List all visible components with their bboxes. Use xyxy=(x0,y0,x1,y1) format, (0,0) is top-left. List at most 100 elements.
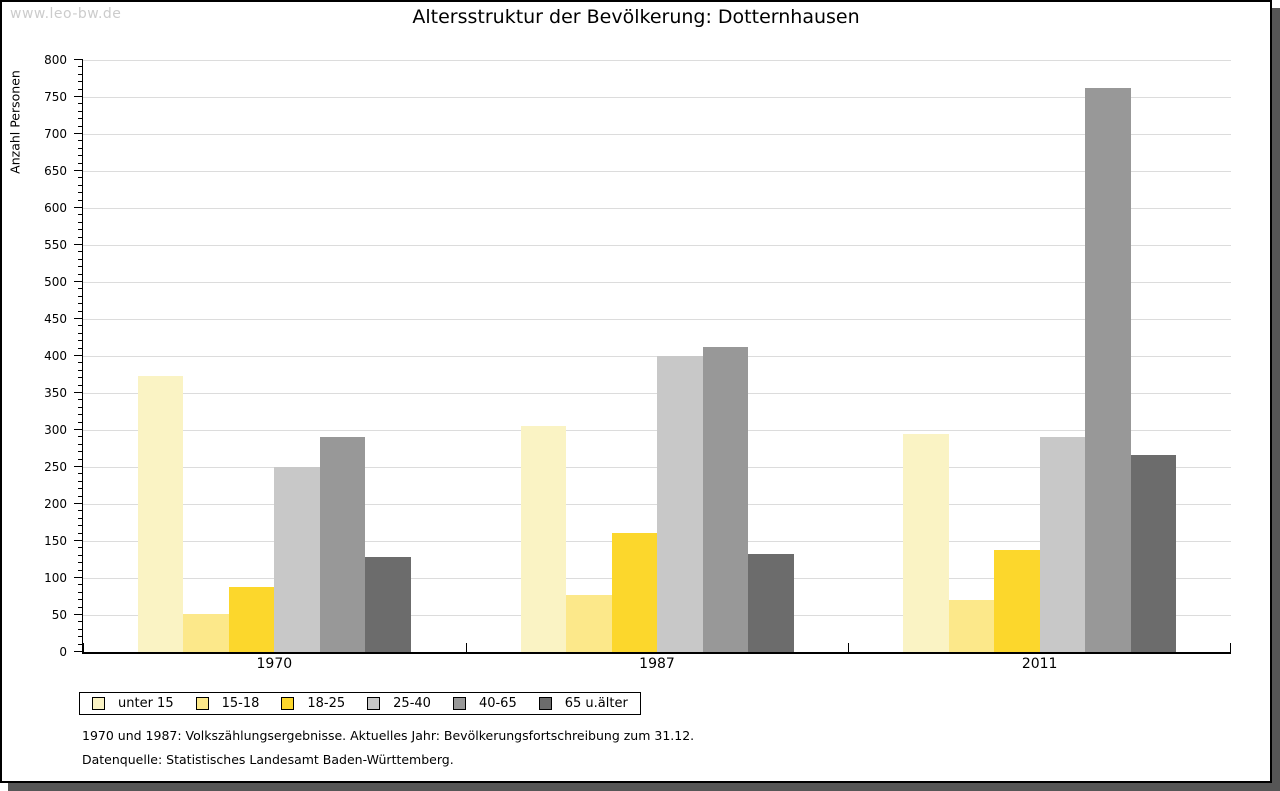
x-boundary-tick xyxy=(1230,643,1231,652)
bar-40-65-2011 xyxy=(1085,88,1131,652)
y-minor-tick xyxy=(78,591,83,593)
y-major-tick xyxy=(74,577,83,578)
legend-label: 18-25 xyxy=(307,696,346,711)
y-major-tick xyxy=(74,170,83,171)
legend-entry: 65 u.älter xyxy=(538,696,628,711)
y-major-tick xyxy=(74,355,83,356)
y-axis-title: Anzahl Personen xyxy=(7,70,23,174)
y-minor-tick xyxy=(78,414,83,416)
legend-entry: 18-25 xyxy=(281,696,345,711)
y-minor-tick xyxy=(78,177,83,179)
gridline-450 xyxy=(83,319,1231,320)
y-major-tick xyxy=(74,244,83,245)
y-minor-tick xyxy=(78,73,83,75)
y-tick-label: 150 xyxy=(44,533,67,548)
y-major-tick xyxy=(74,96,83,97)
y-minor-tick xyxy=(78,606,83,608)
y-minor-tick xyxy=(78,599,83,601)
y-minor-tick xyxy=(78,628,83,630)
y-minor-tick xyxy=(78,495,83,497)
y-minor-tick xyxy=(78,110,83,112)
gridline-500 xyxy=(83,282,1231,283)
legend-swatch xyxy=(281,697,295,710)
y-minor-tick xyxy=(78,199,83,201)
y-minor-tick xyxy=(78,66,83,68)
x-boundary-tick xyxy=(465,643,467,652)
legend-swatch xyxy=(92,697,105,710)
y-minor-tick xyxy=(78,147,83,149)
y-minor-tick xyxy=(78,488,83,490)
y-tick-label: 700 xyxy=(44,126,67,141)
y-major-tick xyxy=(74,133,83,134)
y-minor-tick xyxy=(78,162,83,164)
y-minor-tick xyxy=(78,118,83,120)
y-tick-label: 50 xyxy=(51,607,67,622)
bar-unter-15-1970 xyxy=(137,375,184,652)
y-minor-tick xyxy=(78,192,83,194)
y-minor-tick xyxy=(78,155,83,157)
chart-title: Altersstruktur der Bevölkerung: Dotternh… xyxy=(412,6,860,28)
y-minor-tick xyxy=(78,184,83,186)
bar-15-18-1970 xyxy=(183,614,229,652)
y-major-tick xyxy=(74,503,83,504)
y-minor-tick xyxy=(78,369,83,371)
gridline-600 xyxy=(83,208,1231,209)
legend-swatch xyxy=(195,697,209,710)
y-tick-label: 450 xyxy=(44,311,67,326)
y-minor-tick xyxy=(78,636,83,638)
y-minor-tick xyxy=(78,214,83,216)
y-minor-tick xyxy=(78,525,83,527)
y-minor-tick xyxy=(78,103,83,105)
y-minor-tick xyxy=(78,273,83,275)
y-minor-tick xyxy=(78,332,83,334)
y-minor-tick xyxy=(78,303,83,305)
y-minor-tick xyxy=(78,258,83,260)
y-tick-label: 500 xyxy=(44,274,67,289)
y-minor-tick xyxy=(78,384,83,386)
y-minor-tick xyxy=(78,347,83,349)
bar-18-25-1987 xyxy=(611,532,657,652)
watermark: www.leo-bw.de xyxy=(10,6,122,22)
bar-18-25-2011 xyxy=(994,549,1040,652)
gridline-550 xyxy=(83,245,1231,246)
y-major-tick xyxy=(74,392,83,393)
y-minor-tick xyxy=(78,221,83,223)
y-tick-label: 750 xyxy=(44,89,67,104)
y-minor-tick xyxy=(78,325,83,327)
x-boundary-tick xyxy=(83,643,84,652)
gridline-700 xyxy=(83,134,1231,135)
y-major-tick xyxy=(74,281,83,282)
y-minor-tick xyxy=(78,554,83,556)
y-tick-label: 400 xyxy=(44,348,67,363)
y-tick-label: 250 xyxy=(44,459,67,474)
y-major-tick xyxy=(74,318,83,319)
y-minor-tick xyxy=(78,251,83,253)
footnote-data-source: Datenquelle: Statistisches Landesamt Bad… xyxy=(82,752,454,767)
legend-label: 15-18 xyxy=(221,696,260,711)
y-minor-tick xyxy=(78,399,83,401)
y-tick-label: 600 xyxy=(44,200,67,215)
y-tick-label: 300 xyxy=(44,422,67,437)
y-minor-tick xyxy=(78,584,83,586)
y-minor-tick xyxy=(78,362,83,364)
y-minor-tick xyxy=(78,532,83,534)
y-minor-tick xyxy=(78,562,83,564)
legend-entry: 40-65 xyxy=(452,696,517,711)
x-category-label-1970: 1970 xyxy=(256,656,293,672)
bar-40-65-1970 xyxy=(319,437,366,652)
x-category-label-2011: 2011 xyxy=(1021,656,1058,672)
y-tick-label: 350 xyxy=(44,385,67,400)
legend-swatch xyxy=(367,697,381,710)
y-minor-tick xyxy=(78,288,83,290)
bar-65-u-lter-2011 xyxy=(1130,455,1177,652)
y-minor-tick xyxy=(78,266,83,268)
legend-swatch xyxy=(538,697,552,710)
y-minor-tick xyxy=(78,510,83,512)
gridline-650 xyxy=(83,171,1231,172)
bar-25-40-1970 xyxy=(274,467,320,652)
y-minor-tick xyxy=(78,436,83,438)
y-minor-tick xyxy=(78,340,83,342)
y-tick-label: 550 xyxy=(44,237,67,252)
